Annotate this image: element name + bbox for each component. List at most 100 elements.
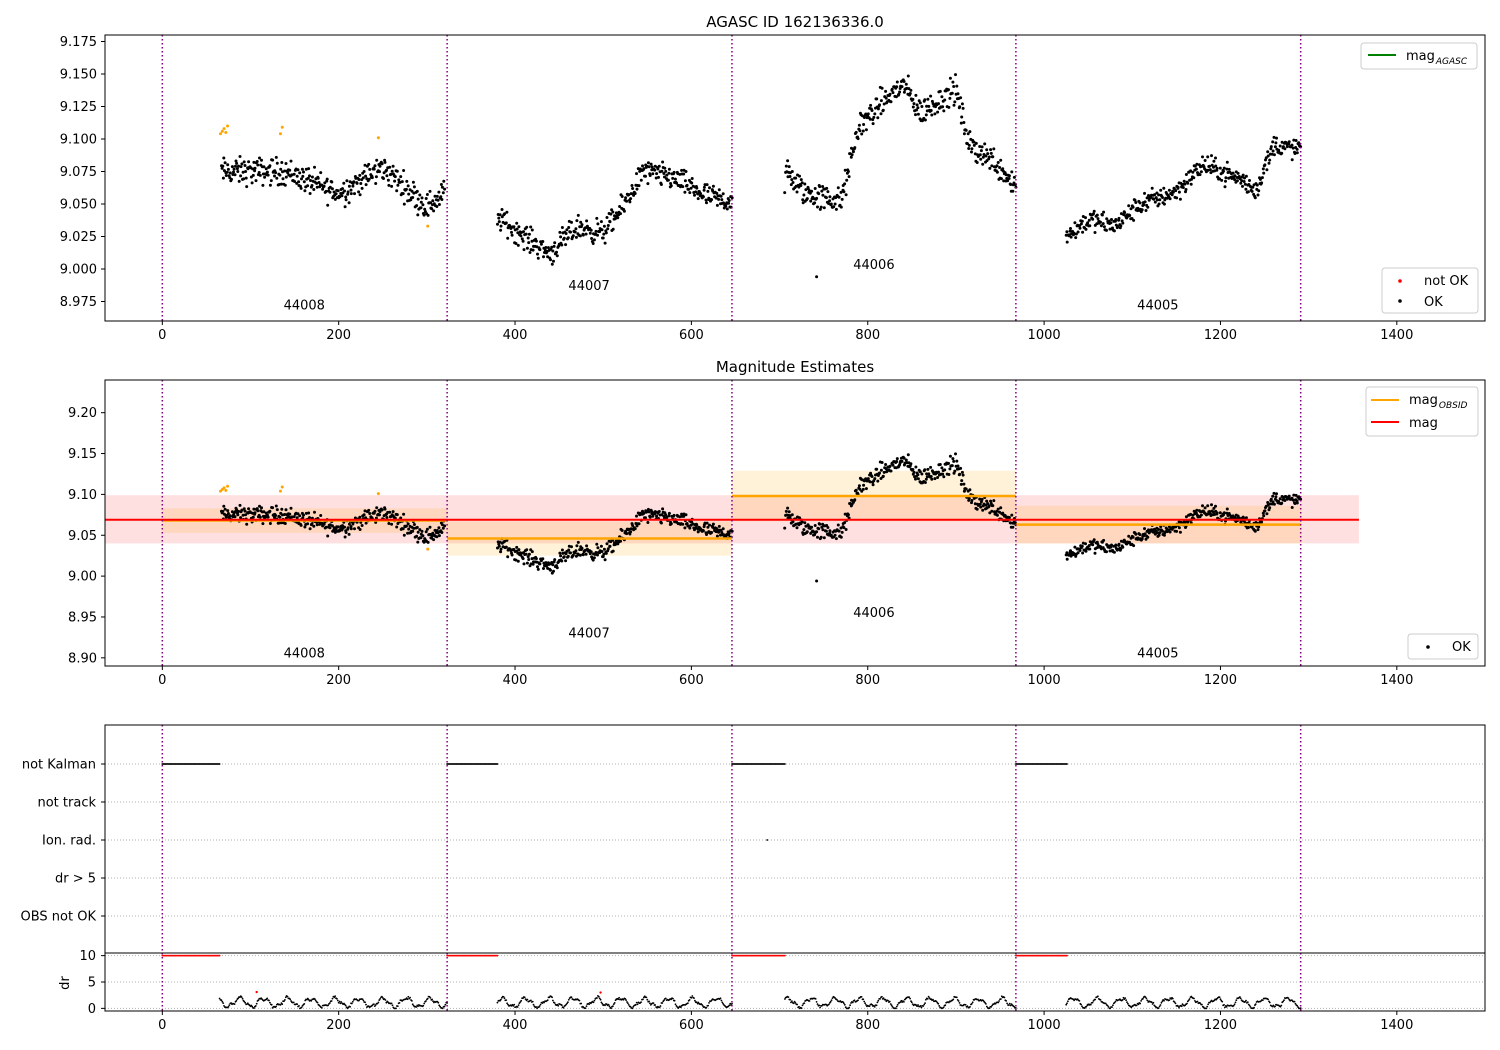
data-point: [592, 238, 596, 242]
dr-point: [831, 997, 834, 999]
legend-label-mag-agasc: magAGASC: [1406, 49, 1468, 67]
data-point: [424, 197, 428, 200]
data-point: [525, 246, 529, 250]
data-point: [873, 112, 877, 116]
data-point: [402, 533, 406, 537]
y-tick-label: 8.95: [68, 610, 97, 625]
data-point: [620, 195, 624, 198]
dr-point: [233, 1003, 236, 1005]
data-point: [275, 161, 279, 165]
data-point: [1182, 179, 1186, 183]
data-point: [233, 173, 237, 177]
data-point: [970, 147, 974, 151]
data-point: [525, 548, 529, 552]
data-point: [361, 176, 365, 180]
data-point: [355, 181, 359, 185]
data-point: [834, 537, 838, 541]
data-point: [902, 90, 906, 94]
data-point: [391, 510, 395, 514]
data-point: [390, 184, 394, 188]
data-point: [241, 170, 245, 174]
dr-point: [955, 996, 958, 999]
dr-point: [530, 999, 532, 1002]
data-point: [904, 458, 908, 462]
data-point: [1278, 144, 1282, 148]
data-point: [274, 504, 278, 508]
data-point: [708, 186, 711, 190]
data-point: [1264, 156, 1268, 160]
data-point: [1236, 171, 1240, 175]
data-point: [930, 113, 934, 117]
data-point: [813, 187, 817, 190]
data-point: [242, 160, 246, 164]
data-point: [225, 170, 229, 174]
data-point: [1281, 145, 1285, 149]
dr-point: [1225, 1006, 1228, 1008]
data-point: [1153, 193, 1157, 197]
data-point: [1084, 549, 1088, 553]
data-point: [644, 516, 647, 520]
data-point: [244, 513, 248, 517]
data-point: [234, 164, 237, 168]
data-point: [657, 164, 661, 168]
data-point: [1244, 174, 1248, 178]
data-point: [575, 219, 579, 223]
dr-point: [819, 1006, 821, 1009]
data-point: [633, 527, 637, 531]
data-point: [1131, 535, 1135, 539]
data-point: [330, 524, 334, 528]
dr-point: [1194, 1000, 1196, 1002]
data-point: [818, 207, 822, 211]
dr-point: [1239, 996, 1241, 998]
data-point: [714, 196, 718, 200]
data-point: [519, 234, 523, 238]
data-point: [1280, 501, 1284, 505]
data-point: [1295, 151, 1299, 155]
data-point: [960, 479, 964, 483]
data-point: [328, 526, 332, 530]
data-point: [967, 496, 971, 500]
dr-point: [1283, 999, 1285, 1002]
dr-point: [798, 1005, 800, 1008]
data-point: [221, 176, 225, 180]
highlight-point: [222, 127, 226, 131]
data-point: [1155, 198, 1159, 202]
dr-point: [580, 1002, 583, 1005]
data-point: [522, 230, 525, 234]
dr-point: [361, 998, 364, 1000]
x-tick-label: 200: [326, 1018, 351, 1033]
data-point: [647, 165, 651, 169]
data-point: [243, 509, 247, 513]
dr-point: [1235, 999, 1238, 1002]
data-point: [1243, 182, 1247, 186]
dr-point: [1150, 1001, 1153, 1004]
data-point: [562, 236, 566, 240]
data-point: [1154, 196, 1158, 200]
data-point: [262, 165, 266, 169]
data-point: [869, 103, 873, 107]
dr-point: [578, 999, 581, 1002]
data-point: [395, 189, 399, 193]
data-point: [551, 563, 555, 567]
data-point: [826, 190, 830, 194]
data-point: [289, 159, 293, 163]
data-point: [955, 459, 959, 463]
data-point: [334, 192, 338, 196]
data-point: [663, 175, 666, 179]
dr-point: [863, 1000, 866, 1003]
data-point: [538, 248, 542, 252]
flag-mark: [496, 763, 499, 765]
dr-point: [1094, 998, 1097, 1001]
data-point: [1241, 184, 1244, 188]
data-point: [843, 521, 847, 525]
data-point: [1275, 492, 1278, 496]
data-point: [303, 189, 307, 193]
dr-point: [642, 998, 644, 1001]
data-point: [1069, 235, 1073, 239]
data-point: [829, 202, 833, 206]
data-point: [876, 107, 880, 111]
dr-point: [925, 998, 927, 1001]
data-point: [562, 555, 566, 559]
data-point: [239, 165, 243, 169]
data-point: [786, 159, 790, 163]
